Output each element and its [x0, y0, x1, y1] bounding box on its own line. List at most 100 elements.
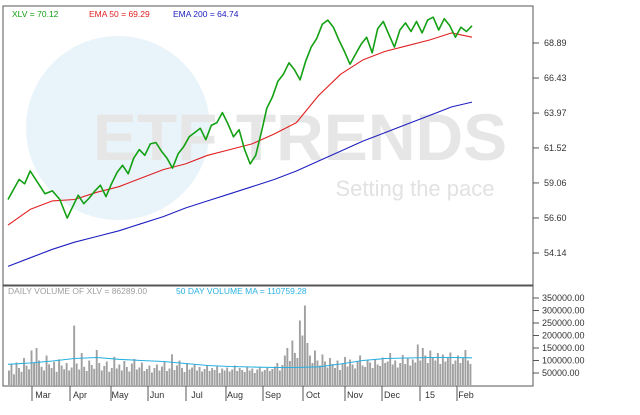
volume-bar — [251, 368, 254, 385]
volume-bar — [208, 371, 211, 385]
volume-bar — [236, 371, 239, 385]
legend-xlv: XLV = 70.12 — [12, 9, 59, 19]
volume-bar — [404, 364, 407, 385]
volume-tick-label: 200000.00 — [542, 331, 585, 341]
volume-bar — [20, 371, 23, 386]
volume-bar — [376, 364, 379, 385]
volume-bar — [379, 366, 382, 385]
price-tick-label: 54.14 — [544, 248, 567, 258]
volume-bar — [306, 343, 309, 385]
volume-bar — [411, 359, 414, 385]
volume-bar — [311, 363, 314, 385]
volume-bar — [40, 366, 43, 386]
legend-ema200: EMA 200 = 64.74 — [173, 9, 239, 19]
volume-bar — [256, 369, 259, 385]
volume-bar — [336, 360, 339, 385]
volume-bar — [88, 360, 91, 385]
volume-bar — [266, 368, 269, 385]
volume-bar — [419, 360, 422, 385]
volume-bar — [48, 364, 51, 386]
volume-bar — [344, 357, 346, 385]
volume-bar — [243, 372, 246, 385]
volume-bar — [35, 348, 38, 385]
volume-bar — [186, 363, 188, 385]
volume-bar — [145, 369, 148, 385]
volume-bar — [211, 368, 214, 385]
x-tick-label: Dec — [384, 390, 401, 400]
volume-bar — [439, 364, 442, 385]
price-marks — [7, 16, 473, 267]
volume-bar — [356, 361, 359, 385]
volume-bar — [389, 353, 392, 385]
volume-bar — [308, 355, 311, 385]
volume-bar — [441, 354, 444, 385]
volume-bar — [401, 355, 404, 385]
volume-bar — [464, 350, 467, 385]
volume-bar — [313, 350, 316, 385]
volume-bar — [276, 363, 279, 385]
volume-bar — [166, 371, 168, 385]
volume-bar — [73, 325, 76, 385]
volume-bar — [384, 363, 387, 385]
volume-bar — [95, 350, 98, 385]
volume-bar — [414, 362, 417, 385]
volume-bar — [216, 366, 219, 385]
volume-bar — [449, 352, 452, 385]
volume-bar — [113, 356, 116, 386]
volume-bar — [394, 360, 397, 385]
volume-bar — [168, 368, 171, 385]
volume-bar — [80, 353, 83, 385]
volume-bar — [103, 366, 106, 385]
volume-bar — [278, 370, 281, 385]
volume-bar — [181, 368, 183, 385]
x-tick-label: Apr — [73, 390, 87, 400]
volume-bar — [466, 360, 469, 385]
volume-bar — [133, 359, 136, 385]
volume-bar — [30, 350, 33, 385]
x-tick-label: Jun — [150, 390, 165, 400]
volume-bar — [193, 364, 196, 385]
volume-bar — [409, 365, 412, 385]
volume-bar — [451, 364, 454, 385]
volume-bar — [28, 369, 30, 386]
watermark-circle — [26, 36, 210, 220]
volume-bar — [23, 358, 25, 385]
volume-bar — [38, 360, 41, 385]
volume-bar — [221, 368, 224, 385]
volume-bar — [461, 358, 464, 385]
volume-bar — [329, 358, 331, 385]
volume-bar — [351, 364, 354, 385]
volume-bar — [33, 363, 35, 385]
volume-bar — [293, 353, 296, 385]
price-tick-label: 68.89 — [544, 38, 567, 48]
volume-bar — [446, 357, 449, 385]
axis-marks: 68.89 66.43 63.97 61.52 59.06 56.60 54.14 35000… — [31, 38, 585, 401]
volume-bar — [188, 369, 191, 385]
volume-bar — [303, 305, 306, 385]
volume-bar — [135, 369, 138, 385]
volume-bar — [171, 354, 173, 386]
volume-bar — [191, 367, 193, 385]
volume-tick-label: 50000.00 — [542, 368, 580, 378]
volume-bar — [83, 366, 86, 386]
volume-bar — [213, 370, 216, 385]
watermark: ETF TRENDS Setting the pace — [26, 36, 507, 220]
watermark-logo: ETF TRENDS — [93, 100, 507, 174]
x-tick-label: Feb — [458, 390, 474, 400]
volume-bar — [60, 365, 63, 385]
volume-bar — [261, 371, 264, 385]
volume-bar — [263, 370, 266, 385]
volume-bar — [331, 364, 334, 385]
volume-bar — [43, 370, 46, 385]
ema50-line — [7, 32, 473, 226]
x-tick-label: 15 — [425, 390, 435, 400]
volume-bar — [238, 368, 241, 385]
price-tick-label: 66.43 — [544, 73, 567, 83]
volume-bar — [316, 360, 319, 385]
volume-bar — [374, 359, 377, 385]
volume-bar — [346, 366, 349, 385]
volume-bar — [8, 370, 10, 385]
volume-bar — [454, 360, 457, 385]
volume-bar — [93, 368, 96, 386]
volume-bar — [349, 359, 352, 385]
